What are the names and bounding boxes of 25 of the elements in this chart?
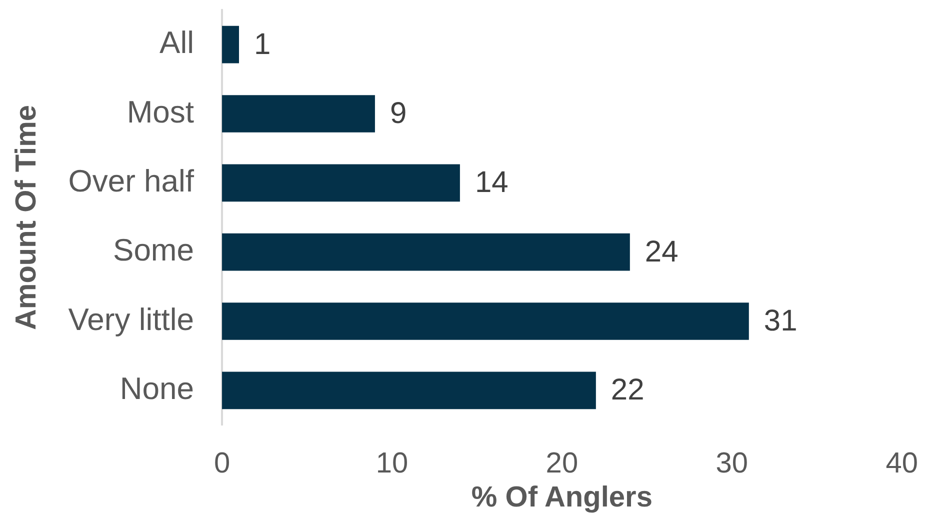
data-label: 1: [254, 28, 271, 61]
x-axis-title: % Of Anglers: [471, 482, 652, 514]
y-tick-label: All: [160, 25, 194, 60]
data-label: 14: [474, 166, 508, 200]
x-tick-label: 40: [886, 447, 918, 480]
bar: [222, 95, 375, 132]
bar: [222, 372, 596, 410]
bar: [222, 233, 630, 271]
x-tick-label: 0: [214, 447, 230, 480]
data-label: 22: [610, 374, 644, 407]
data-label: 31: [764, 304, 798, 338]
bar: [222, 164, 460, 202]
y-tick-label: None: [120, 370, 194, 406]
x-tick-label: 20: [546, 447, 578, 480]
data-label: 24: [644, 235, 678, 268]
bar: [222, 302, 749, 340]
x-tick-label: 30: [716, 447, 748, 480]
bar: [222, 26, 239, 64]
y-tick-label: Most: [126, 94, 194, 130]
y-axis-title: Amount Of Time: [10, 104, 42, 330]
x-tick-label: 10: [376, 447, 408, 480]
data-label: 9: [390, 97, 407, 130]
y-tick-label: Very little: [68, 302, 194, 337]
y-tick-label: Over half: [68, 163, 194, 198]
y-tick-label: Some: [113, 232, 194, 268]
